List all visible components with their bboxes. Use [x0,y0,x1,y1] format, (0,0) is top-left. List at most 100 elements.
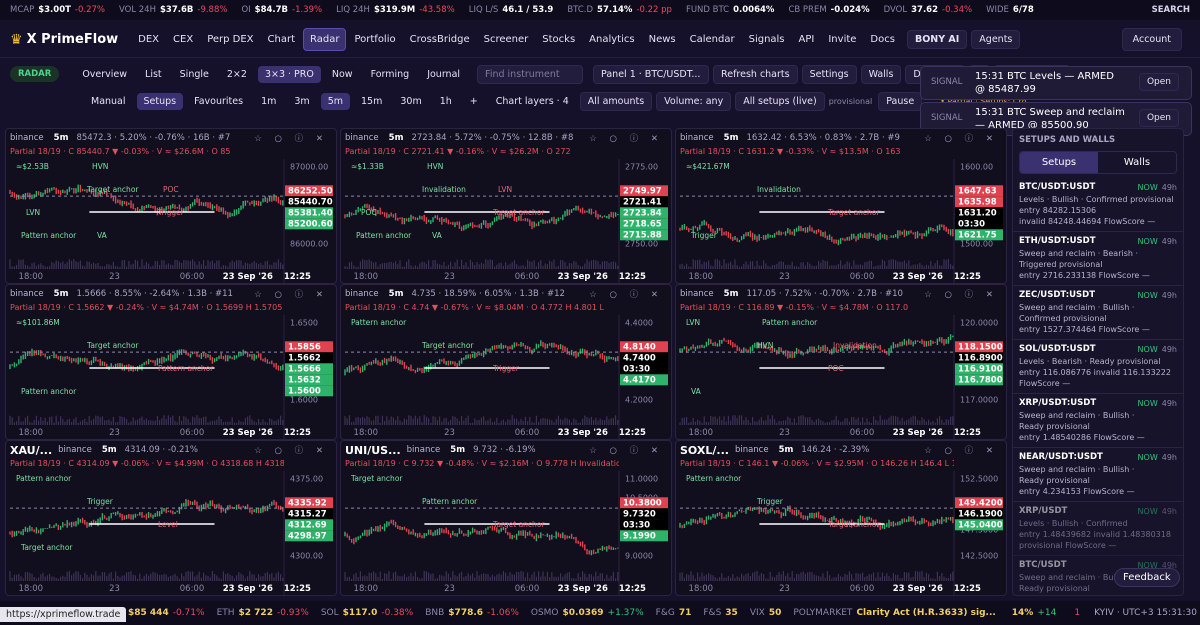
account[interactable]: Account [1121,28,1182,51]
toolbar-button[interactable]: Walls [860,64,902,84]
feedback[interactable]: Feedback [1114,568,1180,587]
toolbar-button[interactable]: Settings [801,64,857,84]
price-label-bg [285,185,333,197]
nav-item[interactable]: Chart [267,34,296,45]
timeframe[interactable]: 3m [294,95,310,107]
volume[interactable]: Volume: any [656,91,732,111]
setup-item[interactable]: BTC/USDT NOW 49h Sweep and reclaim · Bullis… [1013,556,1183,595]
volume-bars [344,571,619,581]
panel-select[interactable]: Panel 1 · BTC/USDT... [593,64,710,84]
annotation: Invalidation [422,185,466,194]
setup-item[interactable]: BTC/USDT:USDT NOW 49h Levels · Bullish · Co… [1013,178,1183,232]
timeframe[interactable]: 1h [439,95,452,107]
mode-tab[interactable]: Favourites [194,95,244,107]
view-tab[interactable]: 2×2 [226,68,247,80]
nav-item[interactable]: Portfolio [354,34,396,45]
view-tab[interactable]: Now [331,68,353,80]
price-label-bg [285,196,333,208]
nav-item[interactable]: API [798,34,815,45]
sidebar-tab[interactable]: Walls [1123,157,1151,168]
brand[interactable]: X PrimeFlow [26,32,119,47]
nav-item[interactable]: Signals [748,34,785,45]
price-label-bg [285,519,333,531]
annotation: Target anchor [827,520,880,529]
timeframe[interactable]: + [469,95,478,107]
timeframe[interactable]: 1m [261,95,277,107]
y-tick-label: 4300.00 [290,551,323,560]
setup-item[interactable]: ZEC/USDT:USDT NOW 49h Sweep and reclaim · B… [1013,286,1183,340]
market-value: $778.6 [448,608,484,618]
price-label-bg [955,185,1003,197]
setup-item[interactable]: XRP/USDT NOW 49h Levels · Bullish · Confirm… [1013,502,1183,556]
ticker-label: LIQ 24H [336,5,370,15]
ticker-value: 57.14% [597,5,633,15]
x-tick-label: 18:00 [354,584,379,594]
panel-stats: 9.732 · -6.19% [473,445,536,455]
view-tab[interactable]: List [145,68,162,80]
change: -9.88% [197,5,228,15]
signal-open[interactable]: Open [1138,73,1179,91]
timeframe[interactable]: 15m [361,95,383,107]
setup-head: SOL/USDT:USDT NOW 49h [1019,344,1177,354]
panel-header: binance 5m 2723.84 · 5.72% · -0.75% · 12.8… [341,129,671,147]
setup-item[interactable]: SOL/USDT:USDT NOW 49h Levels · Bearish · Re… [1013,340,1183,394]
nav-item[interactable]: Screener [483,34,529,45]
mode-tab[interactable]: Manual [91,95,126,107]
view-tab[interactable]: Journal [427,68,461,80]
setup-item[interactable]: ETH/USDT:USDT NOW 49h Sweep and reclaim · B… [1013,232,1183,286]
x-tick-label: 12:25 [284,584,311,594]
chart-layers[interactable]: Chart layers · 4 [495,95,569,107]
market-label: F&G [655,608,675,618]
panel-status: Partial 18/19 · C 116.89 ▼ -0.15% · V ≈ … [680,303,909,312]
x-tick-label: 23 Sep '26 [893,584,943,594]
nav-item[interactable]: CrossBridge [409,34,470,45]
instrument-search[interactable]: Find instrument [477,64,584,84]
search[interactable]: SEARCH [1151,5,1190,15]
signal-open[interactable]: Open [1138,109,1179,127]
nav-item[interactable]: Analytics [589,34,635,45]
view-tab[interactable]: 3×3 · PRO [257,65,321,83]
nav-item[interactable]: DEX [138,34,160,45]
setup-line: Sweep and reclaim · Bullish · [1019,465,1135,474]
x-tick-label: 23 Sep '26 [893,272,943,282]
pause[interactable]: Pause [878,91,923,111]
price-label: 85200.60 [288,219,333,229]
toolbar-button[interactable]: Refresh charts [713,64,798,84]
timeframe[interactable]: 30m [400,95,422,107]
setups[interactable]: All setups (live) [735,91,825,111]
chart-panel: UNI/US... binance 5m 9.732 · -6.19% ☆ ○ ⓘ ✕ P… [340,440,672,596]
view-tab[interactable]: Single [179,68,209,80]
nav-item[interactable]: Calendar [689,34,735,45]
sidebar-tabs: Setups Walls [1019,151,1177,174]
mode-tab[interactable]: Setups [136,92,184,110]
market-value: $0.0369 [562,608,604,618]
candles-down [9,499,284,538]
y-tick-label: 117.0000 [960,395,998,404]
nav-item[interactable]: CEX [173,34,194,45]
price-label-bg [285,497,333,509]
timeframe: 5m [101,445,117,455]
view-tab[interactable]: Forming [370,68,410,80]
volume-bars [9,571,284,581]
nav-item[interactable]: News [648,34,676,45]
nav-item[interactable]: Docs [870,34,895,45]
view-tab[interactable]: Overview [82,68,128,80]
annotation: Target anchor [20,543,73,552]
nav-item[interactable]: Stocks [542,34,576,45]
agents[interactable]: Agents [971,30,1021,49]
setup-symbol: ETH/USDT:USDT [1019,236,1096,246]
setup-head: XRP/USDT:USDT NOW 49h [1019,398,1177,408]
bony-ai[interactable]: BONY AI [906,30,968,49]
setup-item[interactable]: NEAR/USDT:USDT NOW 49h Sweep and reclaim · … [1013,448,1183,502]
setup-line: entry 116.086776 invalid 116.133222 [1019,368,1171,377]
setup-item[interactable]: XRP/USDT:USDT NOW 49h Sweep and reclaim · B… [1013,394,1183,448]
sidebar-tab[interactable]: Setups [1020,152,1098,173]
timeframe[interactable]: 5m [320,92,351,110]
ticker-item: VOL 24H $37.6B -9.88% [119,5,227,15]
amounts[interactable]: All amounts [579,91,653,111]
chart-panel: binance 5m 1632.42 · 6.53% · 0.83% · 2.7B … [675,128,1007,284]
nav-item[interactable]: Radar [303,28,347,51]
nav-item[interactable]: Perp DEX [207,34,254,45]
annotation: Pattern anchor [356,231,412,240]
nav-item[interactable]: Invite [828,34,857,45]
